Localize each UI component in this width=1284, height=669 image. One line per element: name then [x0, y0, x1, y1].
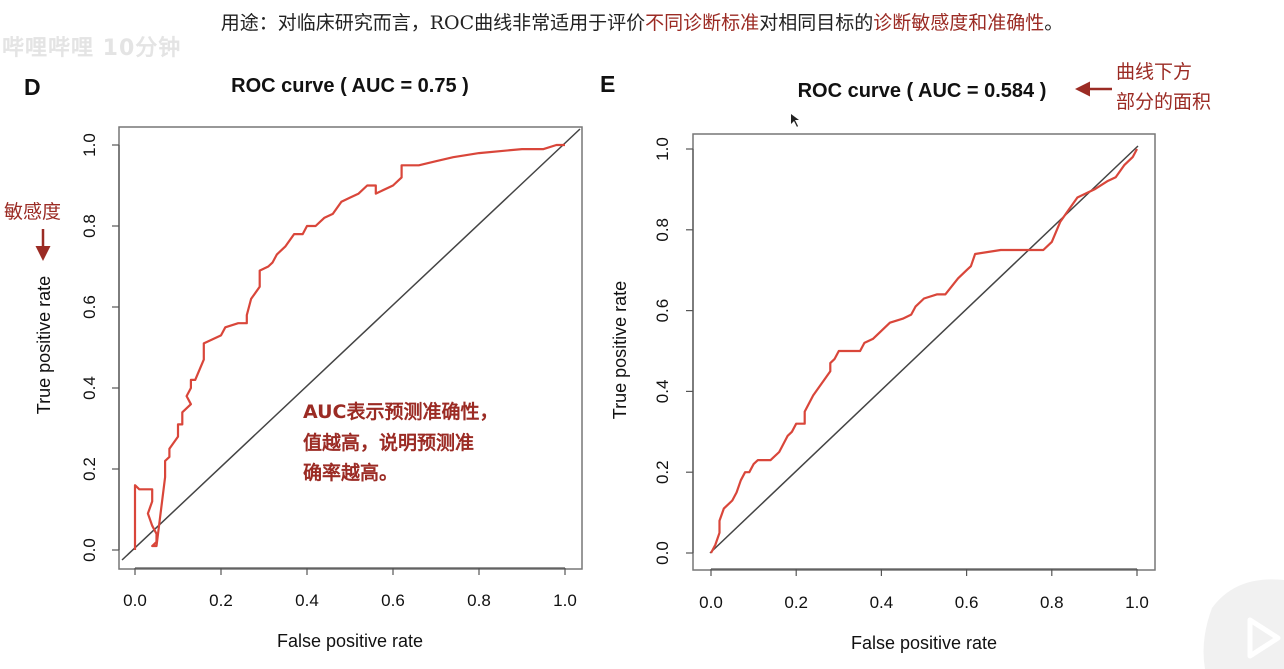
panel-d-y-tick-label: 0.0: [80, 538, 99, 562]
area-note-line-1: 曲线下方: [1116, 61, 1192, 83]
panel-e-x-label: False positive rate: [851, 633, 997, 653]
panel-d-x-tick-label: 1.0: [553, 591, 577, 610]
panel-e: E ROC curve ( AUC = 0.584 ) 0.0 0.2 0.4 0.6…: [600, 61, 1211, 653]
video-play-button[interactable]: [1203, 579, 1284, 669]
auc-note-line-3: 确率越高。: [303, 461, 398, 484]
usage-highlight-criteria: 不同诊断标准: [645, 12, 760, 34]
panel-d-y-tick-label: 1.0: [80, 133, 99, 157]
panel-d: D ROC curve ( AUC = 0.75 ) 0.0 0.2 0.4 0.6 0…: [4, 74, 583, 651]
panel-e-y-tick-label: 1.0: [653, 137, 672, 161]
panel-e-y-tick-label: 0.4: [653, 380, 672, 404]
auc-note-line-1: AUC表示预测准确性，: [303, 400, 499, 423]
panel-e-roc-curve: [710, 148, 1138, 554]
auc-note-line-2: 值越高，说明预测准: [303, 431, 474, 454]
panel-e-x-axis: 0.0 0.2 0.4 0.6 0.8 1.0: [699, 568, 1149, 612]
mouse-cursor-icon: [791, 114, 799, 127]
panel-e-x-tick-label: 0.6: [955, 593, 979, 612]
panel-e-diagonal-reference: [709, 145, 1139, 554]
panel-e-x-tick-label: 0.2: [784, 593, 808, 612]
panel-e-plot-frame: [692, 133, 1156, 571]
video-watermark: 哔哩哔哩 10分钟: [2, 36, 182, 61]
play-button-background: [1203, 579, 1284, 669]
usage-text-e: 。: [1044, 12, 1064, 34]
panel-e-y-tick-label: 0.6: [653, 299, 672, 323]
panel-d-y-tick-label: 0.2: [80, 457, 99, 481]
panel-e-y-label: True positive rate: [610, 281, 630, 419]
panel-d-x-tick-label: 0.0: [123, 591, 147, 610]
panel-d-roc-curve: [133, 143, 565, 550]
panel-e-title: ROC curve ( AUC = 0.584 ): [798, 80, 1047, 102]
panel-e-x-tick-label: 1.0: [1125, 593, 1149, 612]
panel-d-x-tick-label: 0.6: [381, 591, 405, 610]
panel-e-y-tick-label: 0.8: [653, 218, 672, 242]
panel-d-y-tick-label: 0.4: [80, 376, 99, 400]
panel-d-y-label: True positive rate: [34, 276, 54, 414]
panel-e-x-tick-label: 0.4: [870, 593, 894, 612]
panel-e-x-tick-label: 0.8: [1040, 593, 1064, 612]
panel-d-x-tick-label: 0.2: [209, 591, 233, 610]
panel-d-letter: D: [24, 74, 41, 100]
panel-d-x-label: False positive rate: [277, 631, 423, 651]
panel-e-y-tick-label: 0.2: [653, 460, 672, 484]
panel-e-letter: E: [600, 71, 615, 97]
panel-e-y-axis: 0.0 0.2 0.4 0.6 0.8 1.0: [653, 137, 694, 565]
panel-d-y-tick-label: 0.8: [80, 214, 99, 238]
sensitivity-annotation: 敏感度: [4, 201, 61, 223]
panel-d-x-tick-label: 0.8: [467, 591, 491, 610]
usage-text-a: 用途：对临床研究而言，ROC曲线非常适用于评价: [220, 12, 646, 34]
panel-d-title: ROC curve ( AUC = 0.75 ): [231, 75, 469, 97]
usage-text-c: 对相同目标的: [759, 12, 874, 34]
panel-d-diagonal-reference: [121, 128, 581, 561]
panel-d-y-axis: 0.0 0.2 0.4 0.6 0.8 1.0: [80, 133, 120, 562]
panel-e-x-tick-label: 0.0: [699, 593, 723, 612]
play-icon: [1247, 617, 1281, 659]
panel-d-x-tick-label: 0.4: [295, 591, 319, 610]
usage-description: 用途：对临床研究而言，ROC曲线非常适用于评价不同诊断标准对相同目标的诊断敏感度…: [0, 8, 1284, 35]
area-note-line-2: 部分的面积: [1116, 91, 1211, 113]
panel-e-y-tick-label: 0.0: [653, 541, 672, 565]
panel-d-x-axis: 0.0 0.2 0.4 0.6 0.8 1.0: [123, 567, 577, 610]
usage-highlight-sensitivity: 诊断敏感度和准确性: [873, 12, 1045, 34]
panel-d-y-tick-label: 0.6: [80, 295, 99, 319]
